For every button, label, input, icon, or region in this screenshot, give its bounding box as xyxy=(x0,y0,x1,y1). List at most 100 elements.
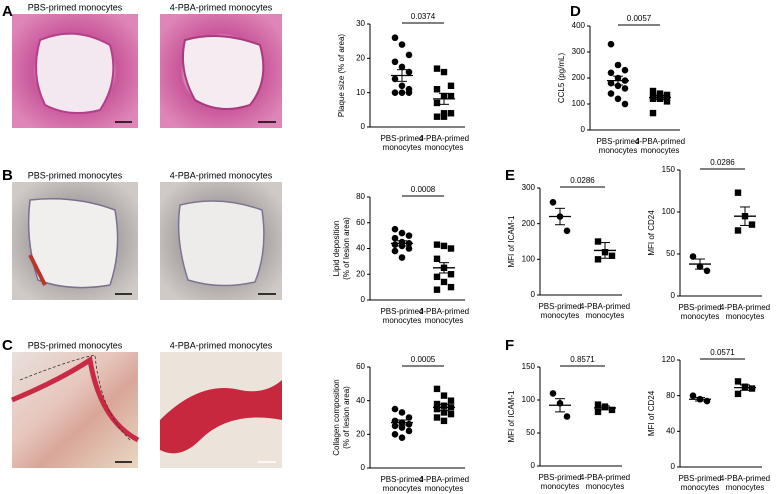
panel-label: A xyxy=(2,3,13,20)
data-point xyxy=(748,385,756,392)
stain xyxy=(160,380,282,454)
y-tick-label: 100 xyxy=(522,254,536,263)
data-point xyxy=(649,95,657,102)
data-point xyxy=(447,82,455,89)
panel-label: E xyxy=(505,167,515,184)
data-point xyxy=(398,89,406,96)
p-value: 0.0571 xyxy=(710,348,735,357)
x-tick-label: 4-PBA-primed monocytes xyxy=(419,134,469,152)
data-point xyxy=(398,63,406,71)
data-point xyxy=(440,68,448,76)
data-point xyxy=(621,66,629,74)
y-axis-label: MFI of ICAM-1 xyxy=(507,215,516,268)
lumen xyxy=(35,32,115,115)
y-tick-label: 100 xyxy=(522,395,536,404)
data-point xyxy=(433,286,441,293)
data-point xyxy=(649,87,657,95)
data-point xyxy=(734,227,742,234)
data-point xyxy=(447,245,455,252)
data-point xyxy=(447,92,455,100)
data-point xyxy=(391,247,399,255)
data-point xyxy=(433,65,441,72)
y-axis-label: Plaque size (% of area) xyxy=(337,34,346,117)
stain xyxy=(11,355,140,443)
image-caption: 4-PBA-primed monocytes xyxy=(170,170,273,180)
data-point xyxy=(391,422,399,430)
data-point xyxy=(433,414,441,421)
data-point xyxy=(440,417,448,425)
y-tick-label: 200 xyxy=(522,219,536,228)
p-value: 0.0286 xyxy=(710,158,735,167)
x-tick-label: 4-PBA-primed monocytes xyxy=(720,474,770,492)
y-tick-label: 300 xyxy=(522,183,536,192)
y-tick-label: 0 xyxy=(581,125,586,134)
data-point xyxy=(748,221,756,228)
y-tick-label: 40 xyxy=(666,426,675,435)
data-point xyxy=(447,397,455,404)
data-point xyxy=(440,409,448,416)
y-axis-label: Lipid deposition xyxy=(332,221,341,277)
y-tick-label: 80 xyxy=(356,192,365,201)
data-point xyxy=(447,410,455,418)
y-tick-label: 60 xyxy=(356,362,365,371)
data-point xyxy=(433,273,441,281)
p-value: 0.8571 xyxy=(570,355,595,364)
data-point xyxy=(621,100,629,108)
y-tick-label: 300 xyxy=(572,47,586,56)
data-point xyxy=(405,68,413,76)
data-point xyxy=(433,385,441,393)
data-point xyxy=(405,414,413,421)
data-point xyxy=(607,40,615,48)
data-point xyxy=(391,431,399,438)
data-point xyxy=(391,241,399,248)
y-axis-label: CCL5 (pg/mL) xyxy=(557,53,566,104)
y-tick-label: 10 xyxy=(356,88,365,97)
data-point xyxy=(391,405,399,413)
outline xyxy=(19,354,131,441)
panel-label: C xyxy=(2,337,13,354)
y-tick-label: 100 xyxy=(662,207,676,216)
y-axis-label: MFI of CD24 xyxy=(647,210,656,256)
y-tick-label: 0 xyxy=(531,461,536,470)
data-point xyxy=(398,424,406,431)
data-point xyxy=(391,234,399,242)
panel-label: F xyxy=(505,337,514,354)
data-point xyxy=(594,238,602,245)
lumen xyxy=(182,35,265,110)
y-tick-label: 0 xyxy=(361,463,366,472)
data-point xyxy=(594,256,602,263)
data-point xyxy=(398,82,406,90)
y-tick-label: 20 xyxy=(356,269,365,278)
y-axis-label: (% of lesion area) xyxy=(342,386,351,449)
data-point xyxy=(447,110,455,117)
data-point xyxy=(608,406,616,414)
data-point xyxy=(614,95,622,103)
data-point xyxy=(614,82,622,90)
y-tick-label: 0 xyxy=(531,290,536,299)
x-tick-label: 4-PBA-primed monocytes xyxy=(419,307,469,325)
data-point xyxy=(440,278,448,286)
image-caption: 4-PBA-primed monocytes xyxy=(170,2,273,12)
y-tick-label: 60 xyxy=(356,218,365,227)
data-point xyxy=(607,90,615,97)
data-point xyxy=(398,41,406,48)
y-tick-label: 150 xyxy=(662,165,676,174)
x-tick-label: 4-PBA-primed monocytes xyxy=(720,303,770,321)
data-point xyxy=(734,378,742,385)
data-point xyxy=(433,99,441,107)
data-point xyxy=(563,413,571,420)
image-caption: PBS-primed monocytes xyxy=(28,170,123,180)
data-point xyxy=(614,61,622,69)
x-tick-label: PBS-primed monocytes xyxy=(538,473,581,491)
p-value: 0.0057 xyxy=(627,14,652,23)
image-caption: PBS-primed monocytes xyxy=(28,340,123,350)
panel-label: B xyxy=(2,167,13,184)
data-point xyxy=(405,89,413,96)
stain xyxy=(28,254,47,286)
data-point xyxy=(440,110,448,117)
lumen xyxy=(27,198,119,289)
x-tick-label: 4-PBA-primed monocytes xyxy=(419,475,469,493)
data-point xyxy=(398,254,406,261)
y-tick-label: 0 xyxy=(361,122,366,131)
